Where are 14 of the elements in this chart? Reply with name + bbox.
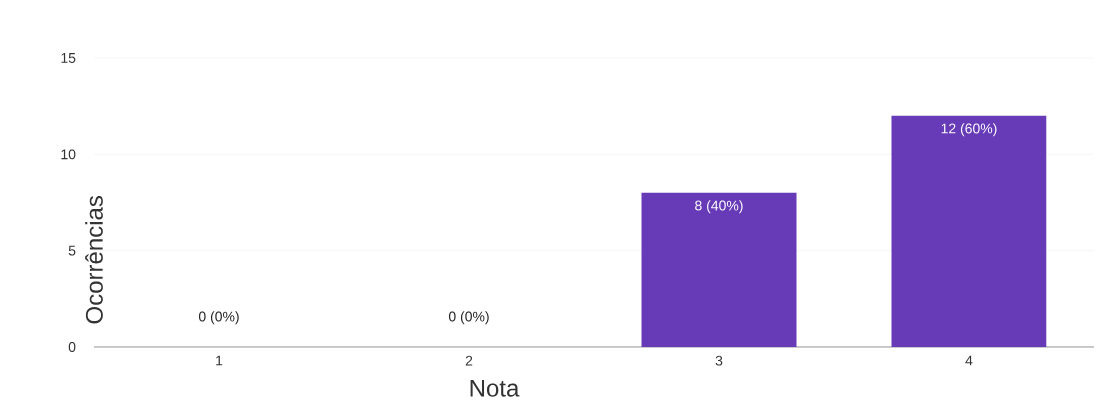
y-axis-title: Ocorrências [85, 196, 103, 324]
y-tick-label: 5 [68, 245, 76, 256]
data-label: 0 (0%) [198, 311, 239, 325]
x-tick-label: 4 [965, 355, 973, 366]
x-tick-label: 3 [715, 355, 723, 366]
x-tick-label: 1 [216, 355, 223, 366]
data-label: 12 (60%) [941, 123, 997, 137]
x-axis-title: Nota [470, 379, 520, 397]
data-label: 0 (0%) [448, 311, 489, 325]
y-tick-label: 10 [61, 149, 76, 160]
data-label: 8 (40%) [695, 200, 743, 214]
y-tick-label: 15 [61, 53, 76, 63]
y-tick-label: 0 [68, 342, 76, 352]
x-tick-label: 2 [465, 355, 473, 366]
